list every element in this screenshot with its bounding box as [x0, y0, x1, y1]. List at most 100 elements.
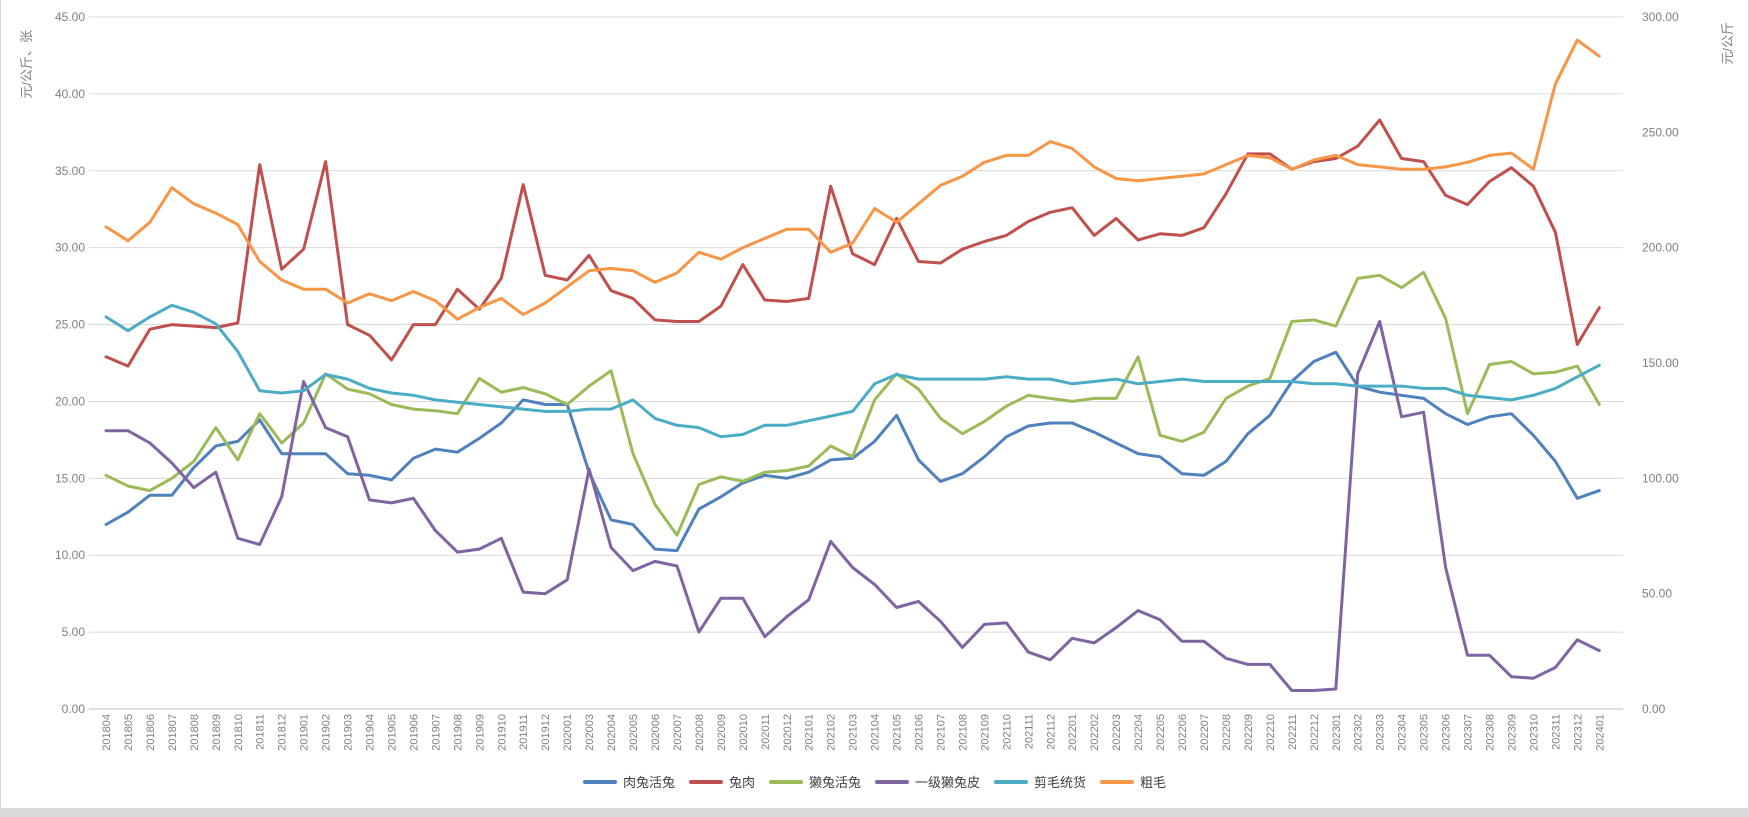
- right-axis-tick-label: 250.00: [1642, 125, 1679, 139]
- x-axis-tick-label: 201901: [299, 714, 311, 751]
- right-axis-tick-label: 50.00: [1642, 587, 1672, 601]
- legend-label: 兔肉: [728, 775, 755, 790]
- x-axis-tick-label: 202308: [1484, 714, 1496, 751]
- legend-label: 獭兔活兔: [808, 775, 861, 790]
- legend-item-2[interactable]: 兔肉: [688, 772, 755, 791]
- window-bottom-scrollbar[interactable]: [1, 808, 1748, 817]
- legend-item-5[interactable]: 剪毛统货: [994, 772, 1086, 791]
- x-axis-tick-label: 201909: [474, 714, 486, 751]
- x-axis-tick-label: 202206: [1177, 714, 1189, 751]
- x-axis-tick-label: 202008: [694, 714, 706, 751]
- x-axis-tick-label: 201810: [233, 714, 245, 751]
- legend-line-swatch: [875, 779, 909, 784]
- right-axis-title: 元/公斤: [1720, 22, 1735, 65]
- x-axis-tick-label: 202307: [1463, 714, 1475, 751]
- left-axis-tick-label: 15.00: [55, 471, 85, 485]
- x-axis-tick-label: 201804: [101, 714, 113, 751]
- x-axis-tick-label: 202103: [848, 714, 860, 751]
- x-axis-tick-label: 202302: [1353, 714, 1365, 751]
- left-axis-tick-label: 0.00: [62, 702, 86, 716]
- legend-line-swatch: [768, 779, 803, 784]
- series-line-1: [104, 350, 1601, 553]
- left-axis-tick-label: 10.00: [55, 548, 85, 562]
- left-axis-tick-label: 25.00: [55, 318, 85, 332]
- left-axis-tick-label: 45.00: [55, 10, 85, 24]
- x-axis-tick-label: 201907: [430, 714, 442, 751]
- legend-item-6[interactable]: 粗毛: [1100, 772, 1166, 791]
- x-axis-tick-label: 202101: [804, 714, 816, 751]
- legend-line-swatch: [582, 779, 617, 784]
- x-axis-tick-label: 202208: [1221, 714, 1233, 751]
- x-axis-tick-label: 201911: [518, 714, 530, 750]
- chart-legend: 肉兔活兔 兔肉 獭兔活兔 一级獭兔皮 剪毛统货 粗毛: [1, 772, 1748, 791]
- x-axis-tick-label: 202105: [892, 714, 904, 751]
- x-axis-tick-label: 202301: [1331, 714, 1343, 751]
- x-axis-tick-label: 202201: [1067, 714, 1079, 751]
- legend-line-swatch: [688, 779, 723, 784]
- right-axis-tick-label: 150.00: [1642, 356, 1679, 370]
- x-axis-tick-label: 201910: [496, 714, 508, 751]
- x-axis-tick-label: 202305: [1419, 714, 1431, 751]
- x-axis-tick-label: 201805: [123, 714, 135, 751]
- x-axis-tick-label: 202001: [562, 714, 574, 751]
- x-axis-tick-label: 201906: [408, 714, 420, 751]
- series-line-5: [104, 303, 1601, 439]
- x-axis-tick-label: 202010: [738, 714, 750, 751]
- x-axis-tick-label: 201806: [145, 714, 157, 751]
- x-axis-tick-label: 202309: [1506, 714, 1518, 751]
- left-axis-tick-label: 40.00: [55, 87, 85, 101]
- x-axis-tick-label: 202009: [716, 714, 728, 751]
- legend-item-1[interactable]: 肉兔活兔: [582, 772, 675, 791]
- x-axis-tick-label: 202209: [1243, 714, 1255, 751]
- x-axis-tick-label: 202202: [1089, 714, 1101, 751]
- series-line-6: [104, 38, 1601, 321]
- x-axis-tick-label: 201812: [277, 714, 289, 751]
- x-axis-tick-label: 202104: [870, 714, 882, 751]
- right-axis-tick-label: 0.00: [1642, 702, 1666, 716]
- x-axis-tick-label: 201904: [365, 714, 377, 751]
- left-axis-tick-label: 5.00: [62, 625, 86, 639]
- x-axis-tick-label: 201903: [343, 714, 355, 751]
- x-axis-tick-label: 201908: [452, 714, 464, 751]
- x-axis-tick-label: 202109: [979, 714, 991, 751]
- right-axis-tick-label: 100.00: [1642, 471, 1679, 485]
- x-axis-tick-label: 201912: [540, 714, 552, 751]
- right-axis-tick-label: 300.00: [1642, 10, 1679, 24]
- legend-label: 粗毛: [1140, 775, 1167, 790]
- x-axis-tick-label: 201808: [189, 714, 201, 751]
- x-axis-tick-label: 202303: [1375, 714, 1387, 751]
- x-axis-tick-label: 202004: [606, 714, 618, 751]
- left-axis-tick-label: 35.00: [55, 164, 85, 178]
- legend-label: 肉兔活兔: [622, 775, 675, 790]
- x-axis-tick-label: 201905: [386, 714, 398, 751]
- x-axis-tick-label: 202312: [1572, 714, 1584, 751]
- legend-item-3[interactable]: 獭兔活兔: [768, 772, 861, 791]
- legend-line-swatch: [1100, 779, 1135, 784]
- x-axis-tick-label: 202102: [826, 714, 838, 751]
- legend-label: 一级獭兔皮: [915, 775, 981, 790]
- x-axis-tick-label: 201809: [211, 714, 223, 751]
- x-axis-tick-label: 202306: [1441, 714, 1453, 751]
- x-axis-tick-label: 202401: [1594, 714, 1606, 751]
- series-line-3: [104, 270, 1601, 537]
- series-line-4: [104, 320, 1601, 692]
- x-axis-tick-label: 201902: [321, 714, 333, 751]
- x-axis-tick-label: 202204: [1133, 714, 1145, 751]
- legend-item-4[interactable]: 一级獭兔皮: [875, 772, 980, 791]
- x-axis-tick-label: 202111: [1023, 714, 1035, 749]
- left-axis-title: 元/公斤、张: [19, 30, 34, 99]
- x-axis-tick-label: 202205: [1155, 714, 1167, 751]
- legend-line-swatch: [994, 779, 1029, 784]
- x-axis-tick-label: 202110: [1001, 714, 1013, 750]
- x-axis-tick-label: 202107: [935, 714, 947, 751]
- x-axis-tick-label: 202304: [1397, 714, 1409, 751]
- x-axis-tick-label: 202005: [628, 714, 640, 751]
- x-axis-tick-label: 202311: [1550, 714, 1562, 750]
- x-axis-tick-label: 202310: [1528, 714, 1540, 751]
- x-axis-tick-label: 202007: [672, 714, 684, 751]
- x-axis-tick-label: 202106: [914, 714, 926, 751]
- series-line-2: [104, 118, 1601, 368]
- x-axis-tick-label: 202212: [1309, 714, 1321, 751]
